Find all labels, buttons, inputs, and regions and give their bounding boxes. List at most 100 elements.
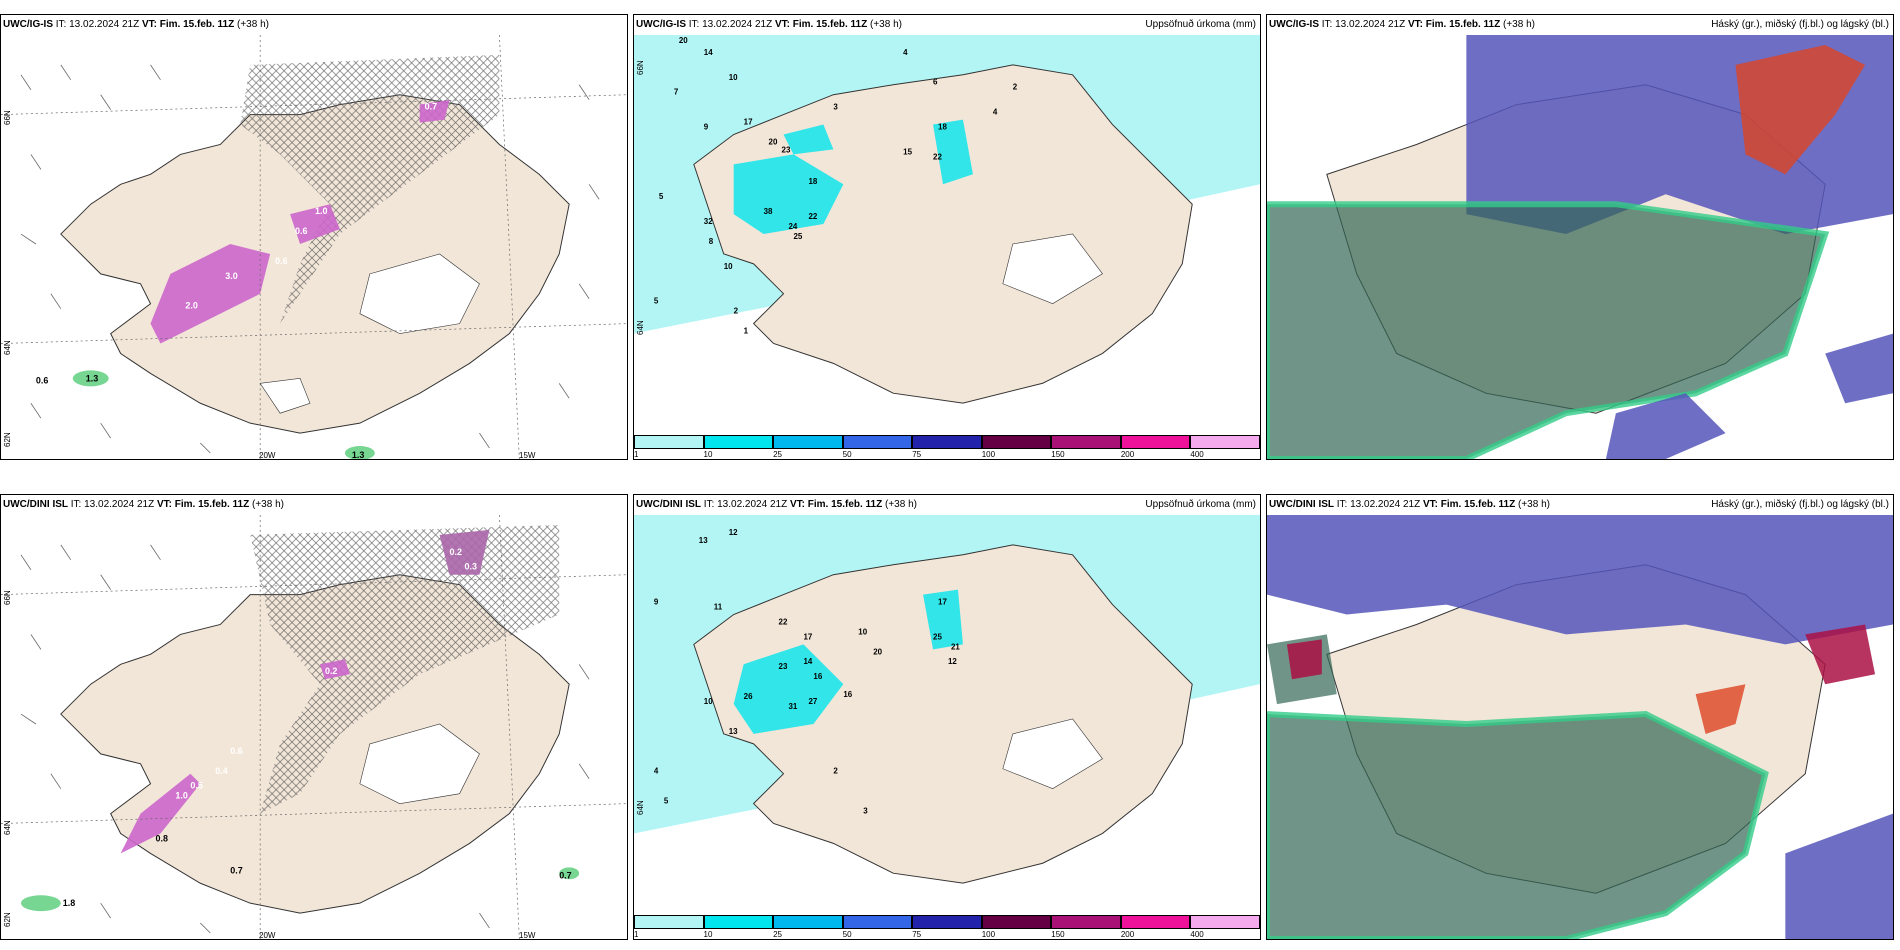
colorbar-tick: 150	[1051, 450, 1065, 459]
colorbar-segment	[981, 915, 1052, 929]
lat-label: 64N	[636, 800, 645, 815]
colorbar-segment	[1190, 435, 1260, 449]
lat-label: 64N	[3, 340, 12, 355]
panel-header: UWC/IG-IS IT: 13.02.2024 21Z VT: Fim. 15…	[3, 19, 269, 30]
colorbar-tick: 1	[634, 930, 639, 939]
lat-label: 66N	[3, 110, 12, 125]
svg-text:20: 20	[873, 647, 882, 656]
colorbar-segment	[1051, 435, 1121, 449]
colorbar-tick: 75	[912, 930, 922, 939]
svg-text:1.0: 1.0	[315, 206, 327, 216]
panel-bottom-left-wind-snow: UWC/DINI ISL IT: 13.02.2024 21Z VT: Fim.…	[0, 494, 628, 940]
colorbar-tick: 10	[703, 450, 713, 459]
svg-text:20: 20	[769, 137, 778, 146]
lat-label: 62N	[3, 432, 12, 447]
colorbar-tick: 25	[773, 450, 782, 459]
colorbar-tick: 100	[981, 930, 996, 939]
svg-text:10: 10	[858, 627, 867, 636]
svg-text:20: 20	[679, 36, 688, 45]
svg-text:8: 8	[709, 237, 714, 246]
panel-top-left-wind-snow: UWC/IG-IS IT: 13.02.2024 21Z VT: Fim. 15…	[0, 14, 628, 460]
colorbar-segment	[1120, 435, 1191, 449]
svg-text:0.4: 0.4	[215, 766, 227, 776]
colorbar-tick: 400	[1190, 930, 1204, 939]
svg-text:10: 10	[729, 73, 738, 82]
panel-bottom-middle-precip: UWC/DINI ISL IT: 13.02.2024 21Z VT: Fim.…	[633, 494, 1261, 940]
svg-text:0.2: 0.2	[325, 666, 337, 676]
map-canvas: 0.7 1.0 0.6 0.6 3.0 2.0 1.3 0.6 1.3	[1, 35, 627, 459]
svg-text:0.3: 0.3	[465, 562, 477, 572]
svg-text:5: 5	[664, 797, 669, 806]
colorbar-tick: 75	[912, 450, 922, 459]
svg-text:4: 4	[654, 767, 659, 776]
svg-text:27: 27	[808, 697, 817, 706]
svg-text:5: 5	[659, 192, 664, 201]
svg-text:17: 17	[744, 118, 753, 127]
svg-text:9: 9	[654, 598, 659, 607]
colorbar-segment	[634, 915, 704, 929]
svg-text:22: 22	[933, 152, 942, 161]
svg-text:21: 21	[951, 642, 960, 651]
svg-text:17: 17	[938, 598, 947, 607]
svg-text:14: 14	[704, 48, 713, 57]
colorbar-tick: 200	[1120, 930, 1135, 939]
lat-label: 66N	[3, 590, 12, 605]
panel-header: UWC/IG-IS IT: 13.02.2024 21Z VT: Fim. 15…	[1269, 19, 1889, 30]
svg-text:0.6: 0.6	[295, 226, 307, 236]
lat-label: 64N	[3, 820, 12, 835]
svg-text:0.7: 0.7	[559, 870, 571, 880]
svg-text:0.6: 0.6	[230, 746, 242, 756]
lat-label: 64N	[636, 320, 645, 335]
map-canvas	[1267, 515, 1893, 939]
precip-colorbar: 1 10 25 50 75 100 150 200 400	[634, 433, 1260, 459]
svg-text:32: 32	[704, 217, 713, 226]
svg-text:1: 1	[744, 327, 749, 336]
lon-label: 15W	[519, 931, 536, 940]
svg-text:1.3: 1.3	[352, 450, 364, 459]
svg-text:25: 25	[793, 232, 802, 241]
svg-text:14: 14	[803, 657, 812, 666]
colorbar-segment	[1051, 915, 1121, 929]
map-canvas	[1267, 35, 1893, 459]
colorbar-tick: 50	[842, 930, 852, 939]
lon-label: 20W	[259, 931, 276, 940]
colorbar-tick: 1	[634, 450, 639, 459]
lon-label: 20W	[259, 451, 276, 460]
svg-text:23: 23	[782, 145, 791, 154]
svg-text:3: 3	[833, 103, 838, 112]
map-canvas: 0.2 0.2 0.3 0.6 0.4 0.5 1.0 0.7 0.7 0.8 …	[1, 515, 627, 939]
colorbar-segment	[1120, 915, 1191, 929]
colorbar-segment	[773, 915, 843, 929]
lon-label: 15W	[519, 451, 536, 460]
lat-label: 62N	[3, 912, 12, 927]
svg-text:22: 22	[808, 212, 817, 221]
colorbar-segment	[912, 915, 982, 929]
svg-text:3: 3	[863, 807, 868, 816]
svg-text:4: 4	[993, 108, 998, 117]
svg-text:22: 22	[779, 617, 788, 626]
svg-text:15: 15	[903, 147, 912, 156]
svg-text:3.0: 3.0	[225, 271, 237, 281]
panel-top-right-clouds: UWC/IG-IS IT: 13.02.2024 21Z VT: Fim. 15…	[1266, 14, 1894, 460]
svg-text:23: 23	[779, 662, 788, 671]
svg-text:7: 7	[674, 88, 679, 97]
svg-text:2: 2	[1013, 83, 1018, 92]
svg-text:18: 18	[938, 123, 947, 132]
colorbar-tick: 400	[1190, 450, 1204, 459]
svg-text:25: 25	[933, 632, 942, 641]
colorbar-segment	[981, 435, 1052, 449]
colorbar-segment	[842, 915, 913, 929]
svg-text:0.7: 0.7	[425, 102, 437, 112]
colorbar-segment	[703, 435, 774, 449]
panel-header: UWC/DINI ISL IT: 13.02.2024 21Z VT: Fim.…	[1269, 499, 1889, 510]
colorbar-tick: 200	[1120, 450, 1135, 459]
svg-text:2: 2	[734, 307, 739, 316]
svg-text:17: 17	[803, 632, 812, 641]
colorbar-segment	[842, 435, 913, 449]
svg-text:16: 16	[813, 672, 822, 681]
colorbar-segment	[773, 435, 843, 449]
svg-text:18: 18	[808, 177, 817, 186]
svg-text:1.3: 1.3	[86, 373, 98, 383]
svg-text:13: 13	[699, 536, 708, 545]
svg-text:11: 11	[714, 603, 723, 612]
